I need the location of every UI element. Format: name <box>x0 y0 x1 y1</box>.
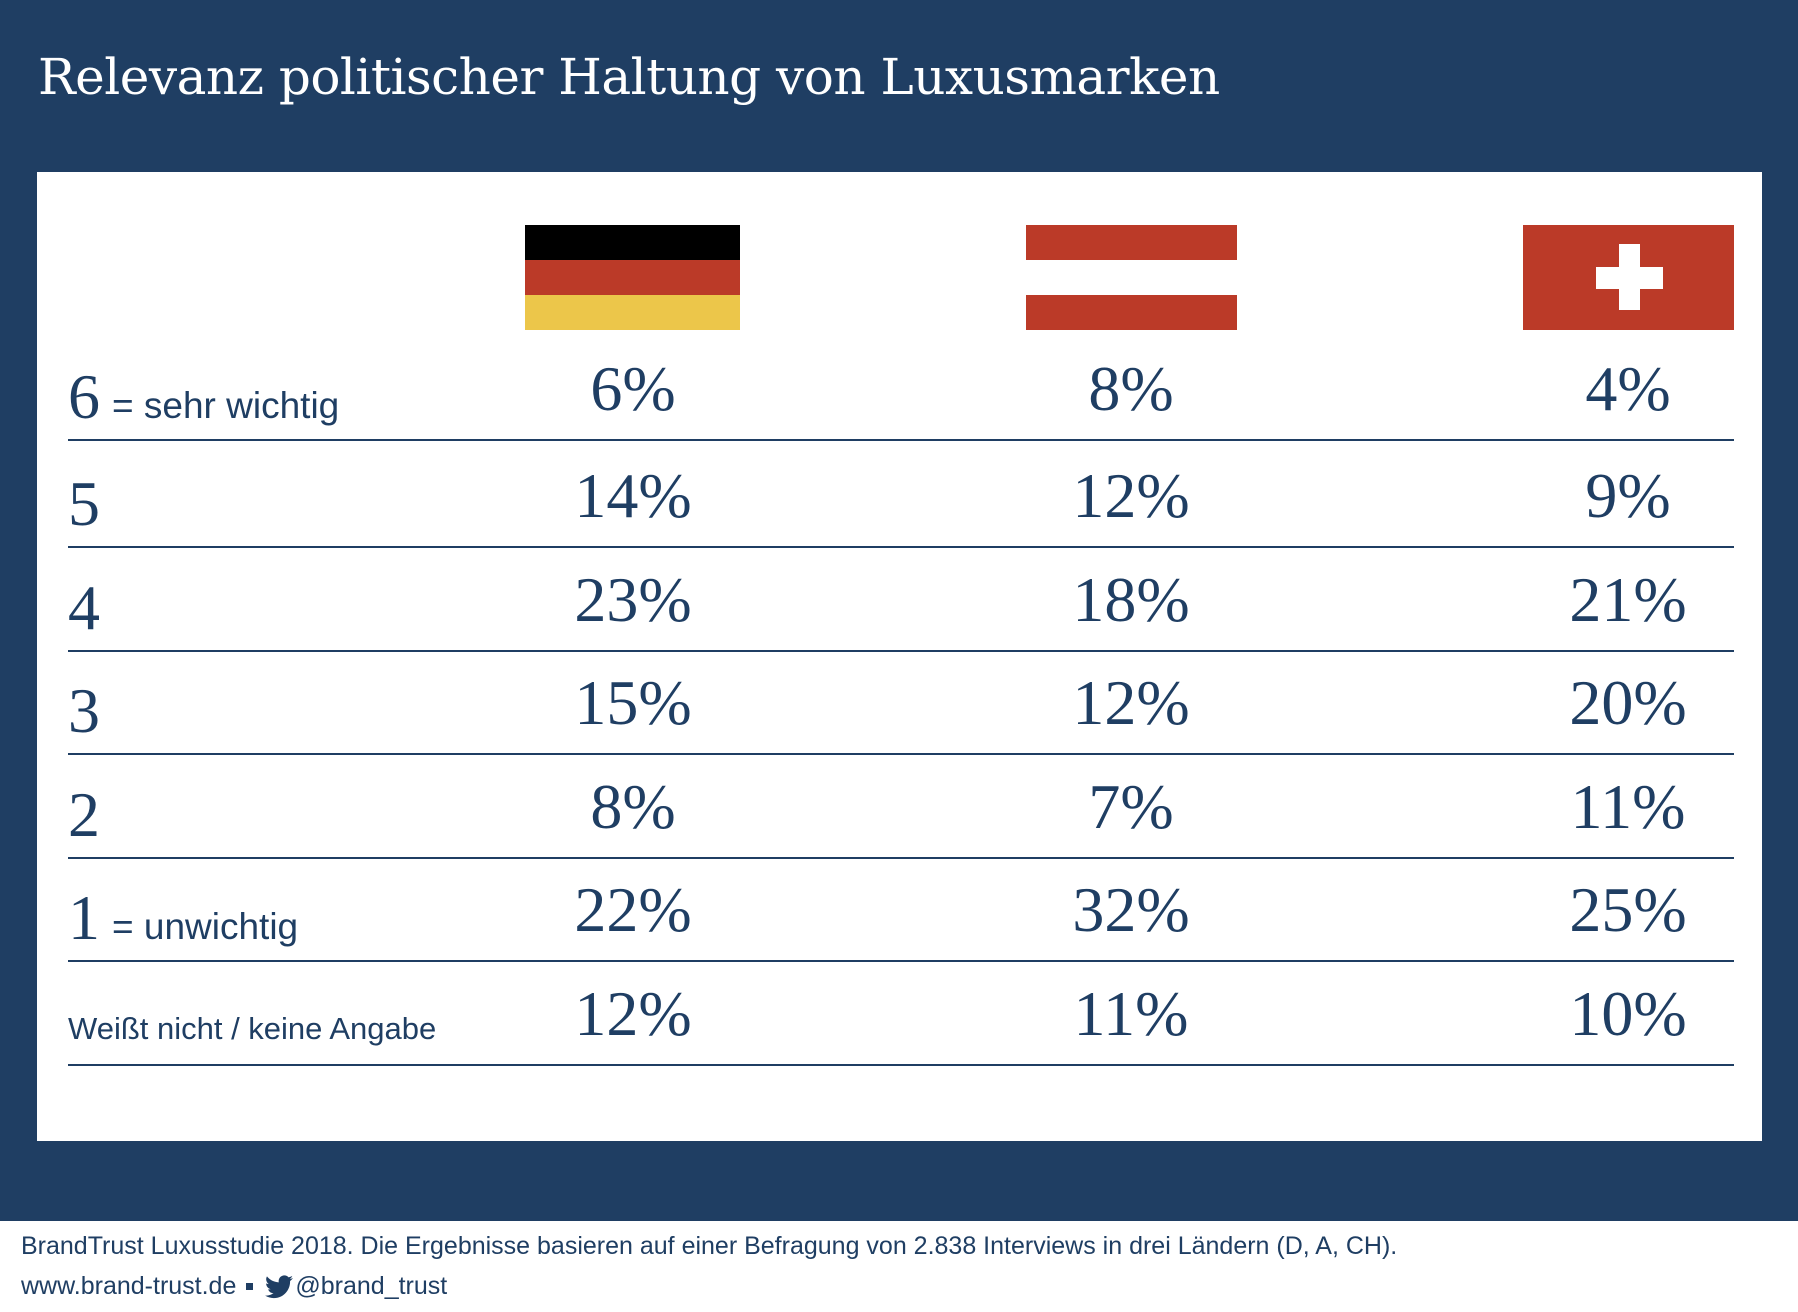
row-label: 4 <box>68 576 100 640</box>
value-cell: 8% <box>1088 353 1174 424</box>
table-row: Weißt nicht / keine Angabe 12% 11% 10% <box>68 960 1734 1066</box>
value-cell: 21% <box>1569 564 1687 635</box>
row-label: 1 = unwichtig <box>68 886 298 950</box>
value-cell: 20% <box>1569 667 1687 738</box>
row-label-number: 5 <box>68 468 100 539</box>
table-row: 3 15% 12% 20% <box>68 649 1734 755</box>
value-cell: 12% <box>1072 460 1190 531</box>
value-cell: 9% <box>1585 460 1671 531</box>
value-cell: 12% <box>1072 667 1190 738</box>
row-label-text: = sehr wichtig <box>112 385 340 426</box>
row-label: Weißt nicht / keine Angabe <box>68 1013 436 1044</box>
value-cell: 15% <box>574 667 692 738</box>
value-cell: 23% <box>574 564 692 635</box>
row-label-number: 3 <box>68 675 100 746</box>
table-row: 4 23% 18% 21% <box>68 546 1734 652</box>
page-title: Relevanz politischer Haltung von Luxusma… <box>38 48 1220 106</box>
value-cell: 32% <box>1072 874 1190 945</box>
value-cell: 11% <box>1570 771 1686 842</box>
source-note: BrandTrust Luxusstudie 2018. Die Ergebni… <box>21 1232 1398 1260</box>
row-label: 3 <box>68 679 100 743</box>
value-cell: 4% <box>1585 353 1671 424</box>
value-cell: 22% <box>574 874 692 945</box>
row-label-number: 2 <box>68 779 100 850</box>
separator-bullet <box>246 1283 254 1290</box>
switzerland-flag-icon <box>1523 225 1734 330</box>
austria-flag-icon <box>1026 225 1237 330</box>
value-cell: 7% <box>1088 771 1174 842</box>
row-label: 5 <box>68 472 100 536</box>
row-label-number: 1 <box>68 882 100 953</box>
value-cell: 6% <box>590 353 676 424</box>
table-row: 5 14% 12% 9% <box>68 442 1734 548</box>
value-cell: 10% <box>1569 978 1687 1049</box>
twitter-icon <box>265 1274 294 1298</box>
table-row: 1 = unwichtig 22% 32% 25% <box>68 856 1734 962</box>
table-row: 6 = sehr wichtig 6% 8% 4% <box>68 335 1734 441</box>
germany-flag-icon <box>525 225 740 330</box>
value-cell: 14% <box>574 460 692 531</box>
value-cell: 25% <box>1569 874 1687 945</box>
row-label-text: Weißt nicht / keine Angabe <box>68 1011 437 1046</box>
website-link[interactable]: www.brand-trust.de <box>21 1272 237 1300</box>
value-cell: 8% <box>590 771 676 842</box>
value-cell: 18% <box>1072 564 1190 635</box>
value-cell: 11% <box>1073 978 1189 1049</box>
table-panel <box>37 172 1762 1141</box>
row-label-number: 6 <box>68 361 100 432</box>
row-label: 6 = sehr wichtig <box>68 365 339 429</box>
value-cell: 12% <box>574 978 692 1049</box>
row-label: 2 <box>68 783 100 847</box>
footer-links: www.brand-trust.de @brand_trust <box>21 1272 447 1301</box>
twitter-handle[interactable]: @brand_trust <box>295 1272 448 1300</box>
table-row: 2 8% 7% 11% <box>68 753 1734 859</box>
row-label-number: 4 <box>68 572 100 643</box>
row-label-text: = unwichtig <box>112 906 299 947</box>
